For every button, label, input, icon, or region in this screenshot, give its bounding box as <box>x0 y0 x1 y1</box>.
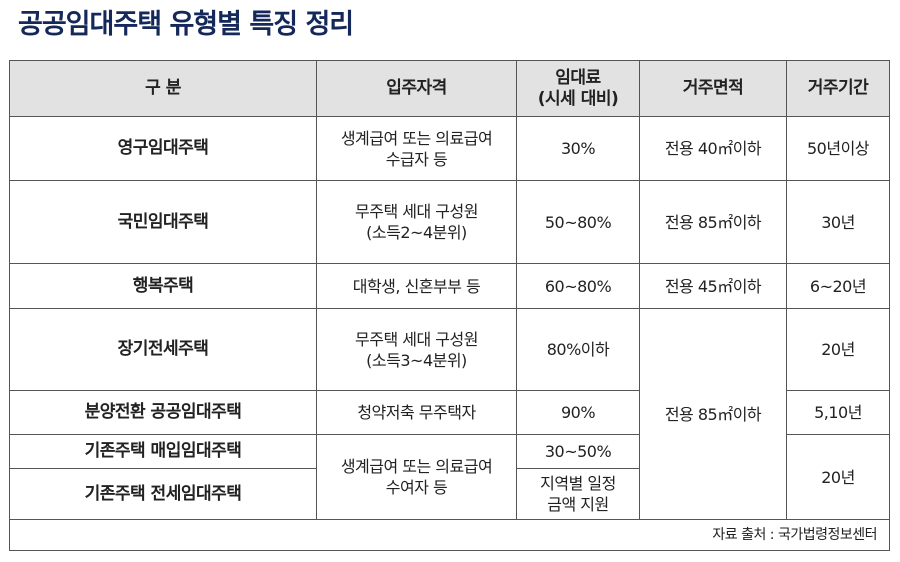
row-area: 전용 40㎡이하 <box>639 116 787 181</box>
row-eligibility: 무주택 세대 구성원 (소득2~4분위) <box>316 180 517 264</box>
table-row: 분양전환 공공임대주택 청약저축 무주택자 90% 5,10년 <box>9 390 890 435</box>
row-rent: 80%이하 <box>516 308 640 391</box>
row-area-merged: 전용 85㎡이하 <box>639 308 787 520</box>
row-category: 국민임대주택 <box>9 180 317 264</box>
source-note: 자료 출처 : 국가법령정보센터 <box>9 519 890 551</box>
eligibility-line2: 수급자 등 <box>385 149 448 169</box>
row-area: 전용 85㎡이하 <box>639 180 787 264</box>
row-period: 6~20년 <box>786 263 890 309</box>
row-period-merged: 20년 <box>786 434 890 520</box>
row-category: 기존주택 전세임대주택 <box>9 468 317 520</box>
header-rent-line2: (시세 대비) <box>537 88 619 109</box>
row-period: 50년이상 <box>786 116 890 181</box>
header-area: 거주면적 <box>639 60 787 117</box>
row-area: 전용 45㎡이하 <box>639 263 787 309</box>
row-eligibility-merged: 생계급여 또는 의료급여 수여자 등 <box>316 434 517 520</box>
header-rent: 임대료 (시세 대비) <box>516 60 640 117</box>
eligibility-line2: (소득3~4분위) <box>366 350 467 370</box>
row-rent: 30% <box>516 116 640 181</box>
row-eligibility: 무주택 세대 구성원 (소득3~4분위) <box>316 308 517 391</box>
row-eligibility: 생계급여 또는 의료급여 수급자 등 <box>316 116 517 181</box>
source-row: 자료 출처 : 국가법령정보센터 <box>9 519 890 551</box>
rent-line2: 금액 지원 <box>547 495 609 514</box>
rent-line1: 지역별 일정 <box>540 474 616 493</box>
row-category: 장기전세주택 <box>9 308 317 391</box>
row-rent: 90% <box>516 390 640 435</box>
header-rent-line1: 임대료 <box>555 67 601 88</box>
table-row: 기존주택 매입임대주택 생계급여 또는 의료급여 수여자 등 30~50% 20… <box>9 434 890 520</box>
eligibility-line1: 무주택 세대 구성원 <box>355 329 478 349</box>
row-category: 행복주택 <box>9 263 317 309</box>
row-category: 영구임대주택 <box>9 116 317 181</box>
row-eligibility: 대학생, 신혼부부 등 <box>316 263 517 309</box>
row-category: 분양전환 공공임대주택 <box>9 390 317 435</box>
eligibility-line1: 생계급여 또는 의료급여 <box>340 457 493 476</box>
row-rent: 50~80% <box>516 180 640 264</box>
eligibility-line1: 생계급여 또는 의료급여 <box>340 128 493 148</box>
housing-types-table: 구 분 입주자격 임대료 (시세 대비) 거주면적 거주기간 영구임대주택 생계… <box>9 60 890 551</box>
header-eligibility: 입주자격 <box>316 60 517 117</box>
table-row: 영구임대주택 생계급여 또는 의료급여 수급자 등 30% 전용 40㎡이하 5… <box>9 116 890 181</box>
row-rent: 30~50% <box>516 434 640 469</box>
header-period: 거주기간 <box>786 60 890 117</box>
eligibility-line1: 무주택 세대 구성원 <box>355 202 478 221</box>
eligibility-line2: 수여자 등 <box>385 478 448 497</box>
header-category: 구 분 <box>9 60 317 117</box>
eligibility-line2: (소득2~4분위) <box>366 223 467 242</box>
row-period: 30년 <box>786 180 890 264</box>
row-period: 5,10년 <box>786 390 890 435</box>
table-row: 국민임대주택 무주택 세대 구성원 (소득2~4분위) 50~80% 전용 85… <box>9 180 890 264</box>
table-row: 행복주택 대학생, 신혼부부 등 60~80% 전용 45㎡이하 6~20년 <box>9 263 890 309</box>
page-title: 공공임대주택 유형별 특징 정리 <box>18 9 354 40</box>
table-row: 장기전세주택 무주택 세대 구성원 (소득3~4분위) 80%이하 전용 85㎡… <box>9 308 890 520</box>
row-eligibility: 청약저축 무주택자 <box>316 390 517 435</box>
table-header-row: 구 분 입주자격 임대료 (시세 대비) 거주면적 거주기간 <box>9 60 890 117</box>
row-rent: 지역별 일정 금액 지원 <box>516 468 640 520</box>
row-period: 20년 <box>786 308 890 391</box>
row-category: 기존주택 매입임대주택 <box>9 434 317 469</box>
row-rent: 60~80% <box>516 263 640 309</box>
